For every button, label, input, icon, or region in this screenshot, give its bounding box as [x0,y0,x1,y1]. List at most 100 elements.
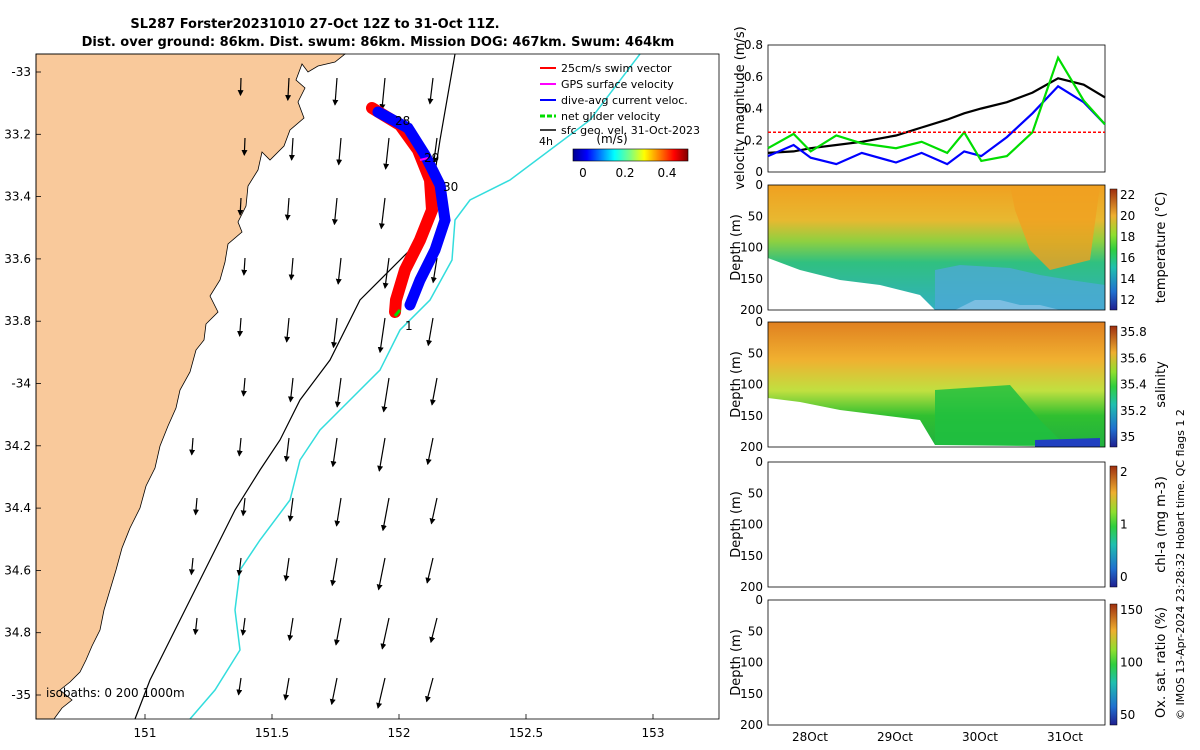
vector-arrow-33 [330,437,338,468]
section-2-cbtick-1: 1 [1120,518,1128,532]
section-0-cbtick-0: 22 [1120,188,1135,202]
section-1-cbtick-2: 35.4 [1120,378,1147,392]
vector-arrow-11 [284,197,291,221]
title-line-2: Dist. over ground: 86km. Dist. swum: 86k… [82,35,675,50]
vector-arrow-6 [288,137,295,161]
lon-tick-4: 153 [642,726,665,740]
time-xtick-3: 31Oct [1047,730,1083,744]
vector-arrow-56 [329,677,338,706]
vector-arrow-37 [240,497,247,517]
vector-arrow-32 [283,437,290,463]
section-1-cblabel: salinity [1154,361,1169,408]
temperature-cold-patch [935,265,1105,310]
lat-tick-4: 33.8 [4,314,31,328]
vector-arrow-44 [283,557,290,582]
map-colorbar-bar [572,148,689,162]
vector-arrow-43 [236,557,243,577]
velocity-ylabel: velocity magnitude (m/s) [733,26,748,189]
section-1-cbtick-3: 35.2 [1120,404,1147,418]
legend-label-swim: 25cm/s swim vector [561,62,672,75]
vector-arrow-35 [425,437,434,466]
section-2-cbtick-0: 2 [1120,465,1128,479]
section-1-ytick-4: 200 [740,440,763,454]
legend-label-net: net glider velocity [561,110,661,123]
velocity-series-2 [767,55,1106,163]
temperature-warm-bulge [1010,185,1100,270]
section-frame-2 [767,461,1106,588]
salinity-fresh-bottom [1035,438,1100,447]
section-frame-0 [767,184,1106,311]
vector-arrow-7 [336,137,343,166]
lon-tick-labels: 151 151.5 152 152.5 153 [134,714,665,740]
hour-label: 4h [539,135,553,148]
section-2-ylabel: Depth (m) [729,491,744,558]
vector-arrow-46 [376,557,386,591]
section-3-cblabel: Ox. sat. ratio (%) [1154,607,1169,718]
lat-tick-10: -35 [11,688,31,702]
section-1-ytick-2: 100 [740,378,763,392]
vector-arrow-20 [237,317,244,337]
map-colorbar-tick-1: 0.2 [615,166,634,180]
section-frame-1 [767,321,1106,448]
lat-tick-9: 34.8 [4,626,31,640]
vector-arrow-52 [380,617,390,650]
lon-tick-2: 152 [388,726,411,740]
vector-arrow-23 [377,317,386,354]
vector-arrow-47 [425,557,434,584]
vector-arrow-27 [334,377,342,408]
day-label-1: 1 [405,319,413,333]
map-colorbar-title: (m/s) [596,132,627,146]
lon-tick-1: 151.5 [255,726,289,740]
section-2-ytick-4: 200 [740,580,763,594]
vector-arrow-45 [330,557,338,587]
vector-arrow-55 [283,677,290,701]
vector-arrow-36 [193,497,199,516]
section-2-ytick-0: 0 [755,455,763,469]
section-3-ylabel: Depth (m) [729,629,744,696]
velocity-lines [767,55,1106,166]
vector-arrow-26 [287,377,294,403]
section-3-ytick-2: 100 [740,656,763,670]
section-1-ytick-1: 50 [748,346,763,360]
vector-arrow-25 [240,377,247,397]
vector-arrow-53 [429,617,438,644]
section-0-cbtick-2: 18 [1120,230,1135,244]
lat-tick-6: 34.2 [4,439,31,453]
section-0-cbtick-5: 12 [1120,293,1135,307]
vector-arrow-40 [380,497,390,532]
section-3-colorbar [1109,603,1118,726]
day-label-30: 30 [443,180,458,194]
map-colorbar-tick-0: 0 [579,166,587,180]
map-legend: 25cm/s swim vector GPS surface velocity … [540,62,700,137]
vector-arrow-3 [379,77,386,111]
map-panel: 28 29 30 1 4h 25cm/s swim vector GPS sur… [4,53,720,740]
section-3-ytick-1: 50 [748,624,763,638]
vector-arrow-28 [381,377,390,413]
velocity-ytick-3: 0.6 [744,70,763,84]
current-vector-band [372,106,451,311]
vector-arrow-42 [188,557,195,576]
section-0-cbtick-3: 16 [1120,251,1135,265]
section-1-ylabel: Depth (m) [729,351,744,418]
section-panels [768,185,1105,447]
vector-arrow-34 [377,437,386,472]
section-2-ytick-2: 100 [740,518,763,532]
section-frames [767,184,1118,726]
vector-arrow-18 [382,257,390,289]
time-xtick-0: 28Oct [792,730,828,744]
section-1-colorbar [1109,325,1118,448]
section-2-cbtick-2: 0 [1120,570,1128,584]
current-vectors [188,77,438,709]
lat-tick-labels: -33 33.2 33.4 33.6 33.8 -34 34.2 34.4 34.6 34.8 -3… [4,65,41,702]
vector-arrow-38 [287,497,294,522]
lat-tick-3: 33.6 [4,252,31,266]
velocity-ytick-2: 0.4 [744,102,763,116]
footer-credit: © IMOS 13-Apr-2024 23:28:32 Hobart time.… [1174,409,1187,720]
vector-arrow-58 [425,677,434,703]
section-3-ytick-4: 200 [740,718,763,732]
lat-tick-7: 34.4 [4,501,31,515]
section-0-ytick-0: 0 [755,178,763,192]
vector-arrow-54 [236,677,243,696]
legend-label-gps: GPS surface velocity [561,78,674,91]
